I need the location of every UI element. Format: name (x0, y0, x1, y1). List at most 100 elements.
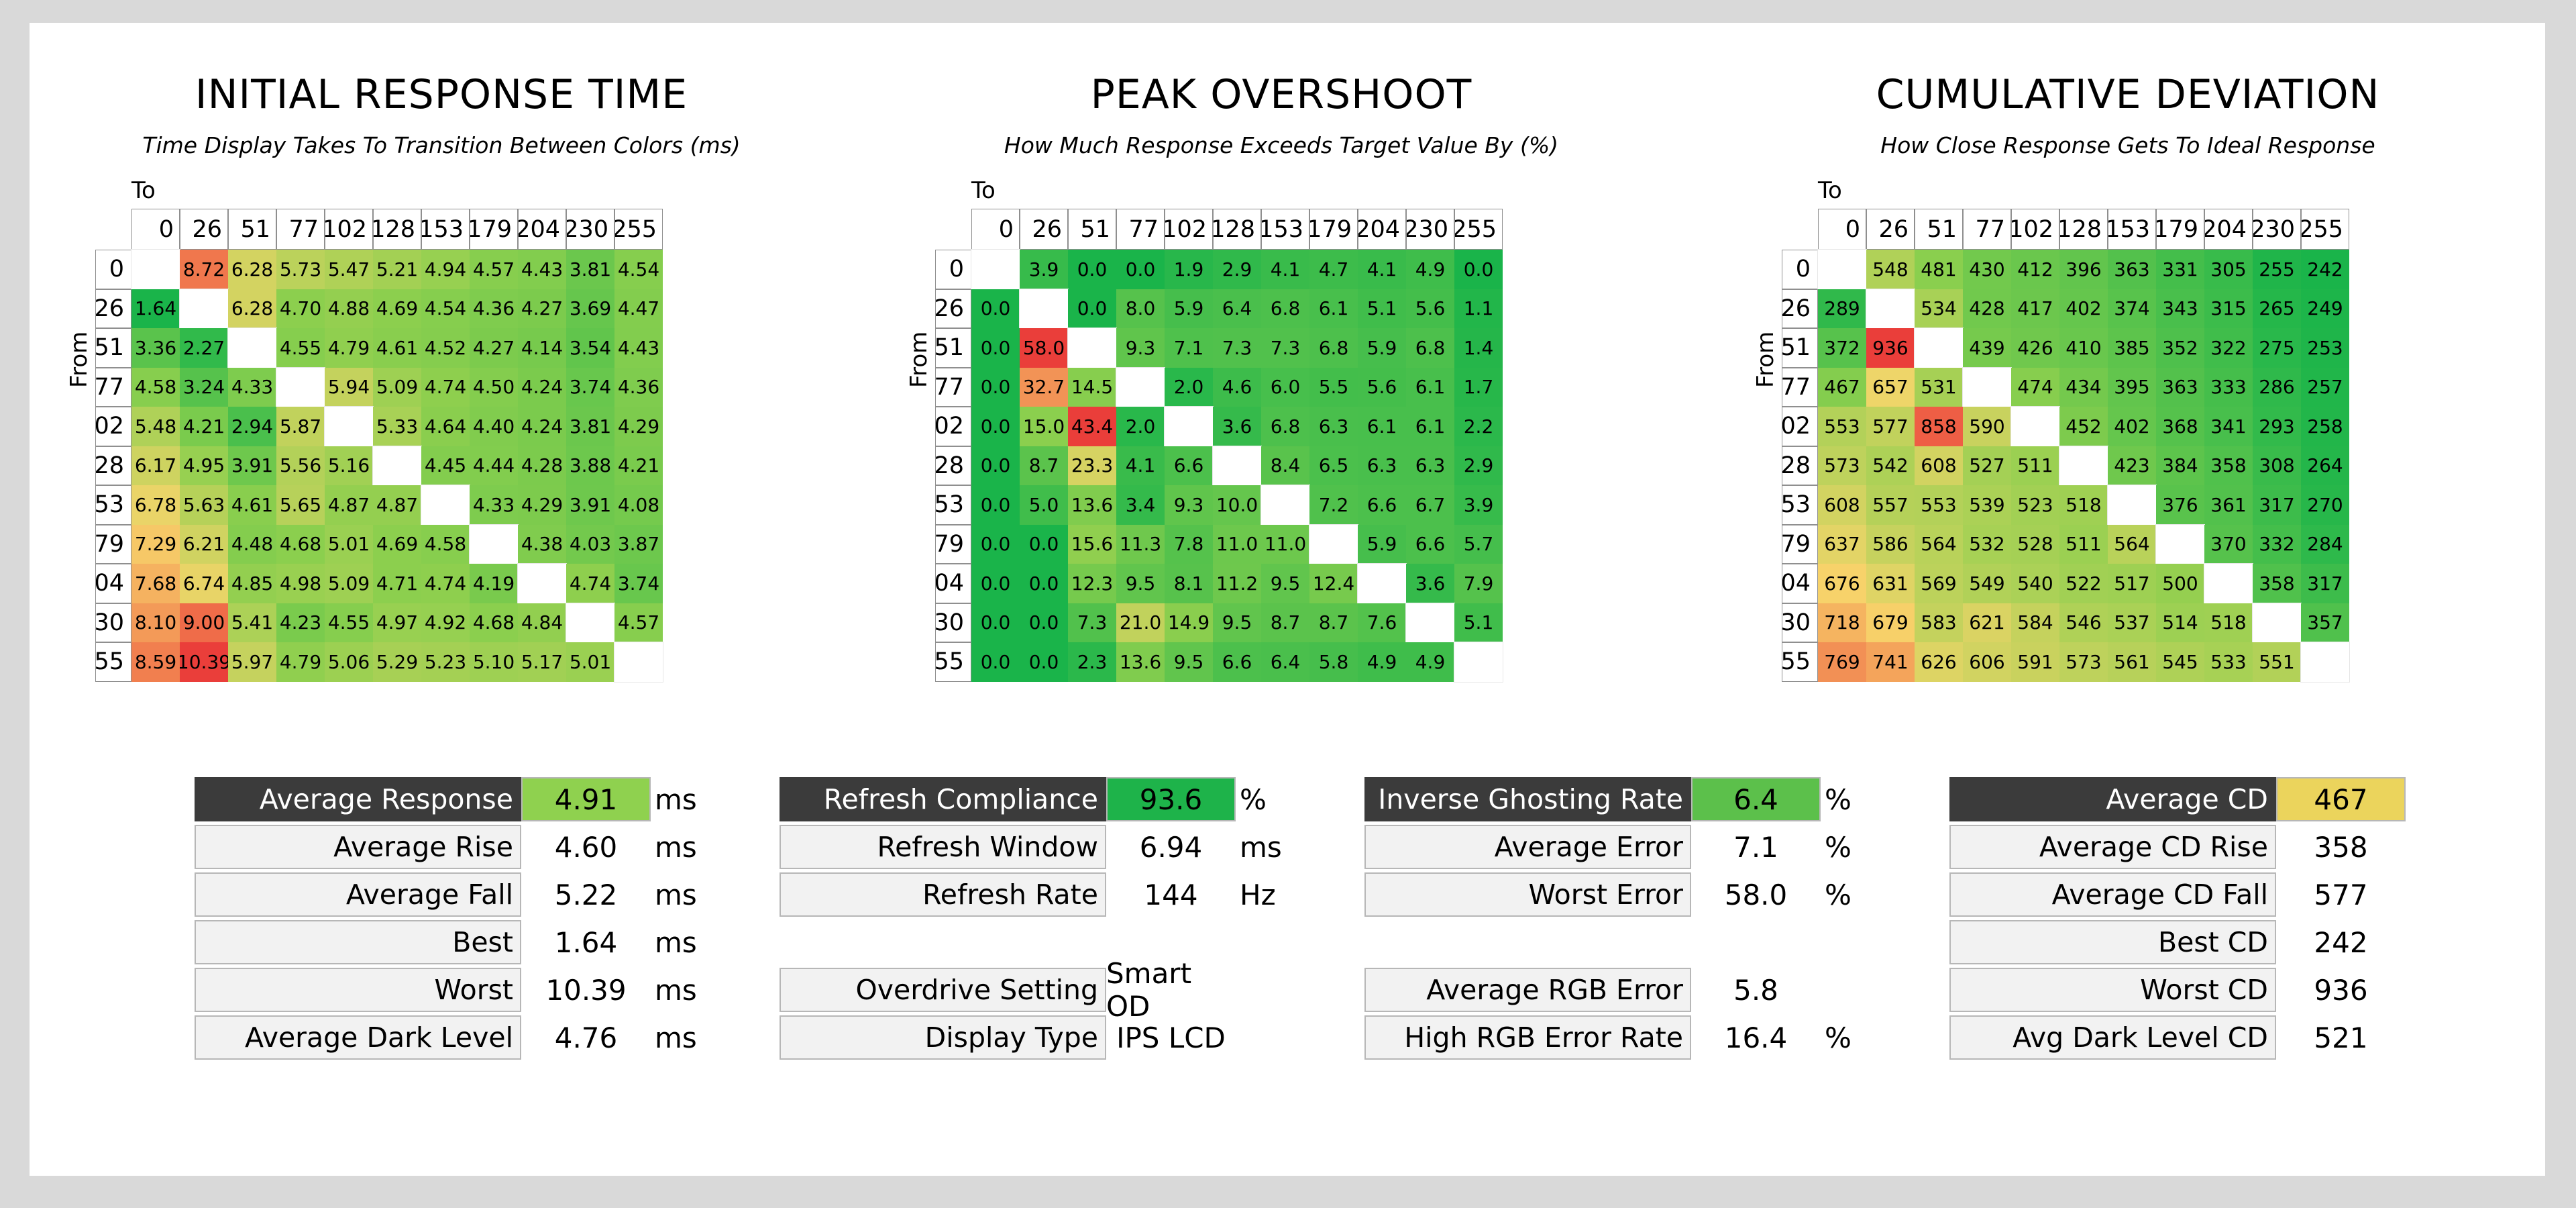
heatmap-cell: 4.68 (276, 524, 325, 564)
heatmap-cell: 0.0 (1020, 524, 1068, 564)
heatmap-cell: 6.1 (1358, 407, 1406, 446)
heatmap-cell: 4.70 (276, 289, 325, 328)
heatmap-cell: 12.4 (1309, 564, 1358, 603)
heatmap-cell: 0.0 (1068, 250, 1116, 289)
heatmap-cell: 5.21 (373, 250, 421, 289)
row-header: 204 (935, 564, 971, 603)
heatmap-cell: 9.5 (1165, 642, 1213, 682)
heatmap-cell: 6.1 (1406, 367, 1454, 407)
heatmap-cell: 4.03 (566, 524, 614, 564)
stat-unit: Hz (1240, 878, 1276, 911)
heatmap-cell: 533 (2204, 642, 2253, 682)
heatmap-cell: 511 (2059, 524, 2108, 564)
heatmap-cell: 4.69 (373, 524, 421, 564)
column-header: 230 (2253, 209, 2301, 250)
heatmap-cell: 3.24 (180, 367, 228, 407)
heatmap-cell (276, 366, 325, 407)
heatmap-cell: 3.91 (228, 446, 276, 485)
row-header: 26 (95, 289, 131, 328)
column-header: 204 (2204, 209, 2253, 250)
heatmap-cell: 548 (1866, 250, 1915, 289)
heatmap-cell: 402 (2059, 289, 2108, 328)
heatmap-cell: 5.87 (276, 407, 325, 446)
heatmap-cell (1817, 249, 1867, 290)
heatmap-cell: 358 (2253, 564, 2301, 603)
row-header: 128 (1782, 446, 1818, 485)
stat-label: Best (195, 920, 521, 964)
row-header: 26 (935, 289, 971, 328)
heatmap-cell: 317 (2253, 485, 2301, 525)
heatmap-cell (469, 523, 519, 564)
heatmap-cell: 858 (1915, 407, 1963, 446)
heatmap-cell: 527 (1963, 446, 2011, 485)
heatmap-cell: 584 (2011, 603, 2059, 642)
heatmap-cell: 4.43 (614, 328, 663, 368)
heatmap-cell: 4.57 (614, 603, 663, 642)
heatmap-cell: 370 (2204, 524, 2253, 564)
heatmap-cell: 4.88 (325, 289, 373, 328)
heatmap-cell: 352 (2156, 328, 2204, 368)
heatmap-cell: 6.8 (1261, 407, 1309, 446)
heatmap-cell: 332 (2253, 524, 2301, 564)
heatmap-cell: 4.33 (228, 367, 276, 407)
column-header: 153 (2108, 209, 2156, 250)
heatmap-cell: 5.10 (470, 642, 518, 682)
heatmap-cell: 539 (1963, 485, 2011, 525)
heatmap-cell: 368 (2156, 407, 2204, 446)
stat-unit: % (1825, 878, 1851, 911)
heatmap-cell: 6.78 (131, 485, 180, 525)
heatmap-cell: 5.6 (1406, 289, 1454, 328)
heatmap-cell: 3.81 (566, 407, 614, 446)
heatmap-cell: 315 (2204, 289, 2253, 328)
stat-unit: % (1825, 830, 1851, 864)
row-header: 204 (1782, 564, 1818, 603)
stat-row: Average Fall 5.22 ms (195, 872, 731, 918)
heatmap-cell: 428 (1963, 289, 2011, 328)
heatmap-cell: 564 (1915, 524, 1963, 564)
row-header: 128 (935, 446, 971, 485)
heatmap-cell: 410 (2059, 328, 2108, 368)
heatmap-cell (1914, 328, 1964, 368)
heatmap-cell: 522 (2059, 564, 2108, 603)
row-header: 0 (1782, 250, 1818, 289)
heatmap-cell: 3.81 (566, 250, 614, 289)
heatmap-cell (614, 642, 663, 683)
y-axis-label: From (66, 331, 93, 388)
row-header: 51 (95, 328, 131, 368)
heatmap-cell: 569 (1915, 564, 1963, 603)
heatmap-cell: 542 (1866, 446, 1915, 485)
stat-label: Worst (195, 968, 521, 1012)
heatmap-cell: 293 (2253, 407, 2301, 446)
stat-label: Average CD (1949, 777, 2276, 821)
heatmap-cell: 286 (2253, 367, 2301, 407)
heatmap-cell: 4.54 (421, 289, 470, 328)
heatmap-cell: 255 (2253, 250, 2301, 289)
heatmap-cell: 4.44 (470, 446, 518, 485)
heatmap-cell: 15.0 (1020, 407, 1068, 446)
heatmap-cell: 4.61 (373, 328, 421, 368)
heatmap-cell: 3.9 (1454, 485, 1503, 525)
stat-row: Best CD 242 (1949, 920, 2486, 966)
row-header: 255 (935, 642, 971, 682)
column-header: 153 (421, 209, 470, 250)
heatmap-cell: 9.00 (180, 603, 228, 642)
heatmap-cell (1019, 288, 1069, 329)
heatmap-cell: 23.3 (1068, 446, 1116, 485)
heatmap-cell: 452 (2059, 407, 2108, 446)
heatmap-cell: 8.1 (1165, 564, 1213, 603)
heatmap-cell: 1.9 (1165, 250, 1213, 289)
heatmap-cell: 4.21 (180, 407, 228, 446)
heatmap-cell: 3.88 (566, 446, 614, 485)
heatmap-cell: 0.0 (971, 524, 1020, 564)
stats-table-1: Refresh Compliance 93.6% Refresh Window 6.9… (780, 777, 1316, 1063)
stat-unit: ms (655, 878, 697, 911)
stat-row: Refresh Rate 144 Hz (780, 872, 1316, 918)
heatmap-cell: 518 (2204, 603, 2253, 642)
heatmap-cell: 7.2 (1309, 485, 1358, 525)
stat-row: Average Rise 4.60 ms (195, 825, 731, 870)
heatmap-cell: 3.4 (1116, 485, 1165, 525)
heatmap-cell: 608 (1915, 446, 1963, 485)
heatmap-cell: 4.58 (131, 367, 180, 407)
heatmap-cell: 606 (1963, 642, 2011, 682)
heatmap-cell: 4.98 (276, 564, 325, 603)
